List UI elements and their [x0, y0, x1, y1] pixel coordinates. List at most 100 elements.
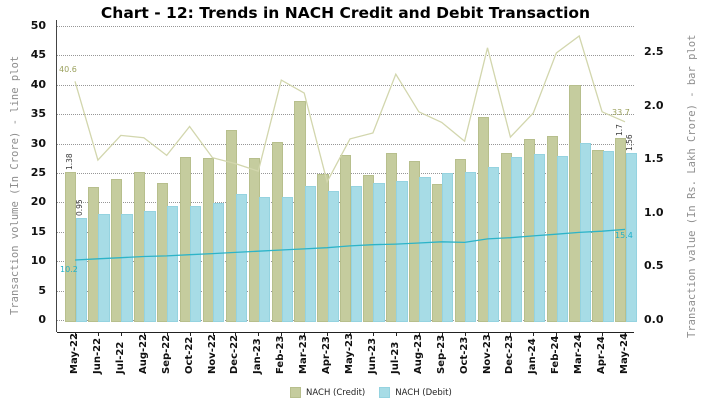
- x-tick-Nov-22: [212, 332, 214, 336]
- x-tick-May-22: [75, 332, 76, 336]
- x-tick-Jan-23: [258, 332, 260, 336]
- left-tick-20: 20: [30, 195, 46, 209]
- bar-debit-Jan-23: [258, 196, 271, 322]
- bar-debit-Dec-23: [510, 157, 523, 322]
- x-tick-May-24: [625, 332, 626, 336]
- x-tick-Jan-24: [533, 332, 535, 336]
- debit-swatch-icon: [379, 387, 391, 398]
- chart-title: Chart - 12: Trends in NACH Credit and De…: [100, 4, 591, 22]
- left-tick-15: 15: [30, 224, 46, 238]
- x-label-Jul-22: Jul-22: [114, 341, 126, 374]
- left-tick-40: 40: [30, 77, 46, 91]
- x-label-Mar-23: Mar-23: [298, 334, 310, 374]
- x-label-Nov-22: Nov-22: [206, 334, 218, 374]
- gridline-50: [57, 26, 634, 27]
- bar-debit-May-24: [625, 152, 637, 322]
- bar-debit-Sep-23: [442, 173, 454, 322]
- left-tick-35: 35: [30, 107, 46, 121]
- right-tick-1.0: 1.0: [644, 205, 664, 219]
- right-tick-2.0: 2.0: [644, 98, 664, 112]
- x-tick-Sep-23: [441, 332, 443, 336]
- bar-debit-Oct-23: [465, 172, 477, 322]
- right-axis-title: Transaction value (In Rs. Lakh Crore) - …: [686, 34, 698, 338]
- annotation-15.4: 15.4: [615, 231, 633, 241]
- x-tick-Apr-24: [602, 332, 604, 336]
- legend-item-debit: NACH (Debit): [379, 387, 452, 398]
- x-label-Aug-23: Aug-23: [412, 333, 424, 374]
- bar-debit-Feb-24: [556, 156, 569, 322]
- bar-debit-May-23: [350, 186, 362, 322]
- left-tick-10: 10: [30, 254, 46, 268]
- x-label-Sep-23: Sep-23: [435, 334, 447, 374]
- bar-debit-Nov-23: [488, 166, 500, 322]
- x-label-Jan-24: Jan-24: [527, 338, 539, 374]
- legend: NACH (Credit) NACH (Debit): [290, 387, 452, 398]
- x-label-Sep-22: Sep-22: [160, 334, 172, 374]
- x-axis-line: [57, 332, 634, 333]
- left-tick-25: 25: [30, 166, 46, 179]
- left-tick-5: 5: [38, 283, 46, 297]
- y-axis-spine: [56, 20, 57, 332]
- gridline-45: [57, 55, 634, 57]
- x-tick-Nov-23: [487, 332, 489, 336]
- bar-debit-Aug-22: [144, 210, 156, 322]
- x-tick-Aug-22: [143, 332, 145, 336]
- bar-debit-Oct-22: [190, 206, 202, 322]
- x-tick-Jul-22: [120, 332, 122, 336]
- x-label-Oct-23: Oct-23: [458, 336, 470, 374]
- left-tick-50: 50: [30, 19, 46, 32]
- x-label-Jun-22: Jun-22: [91, 337, 103, 374]
- x-tick-Apr-23: [327, 332, 329, 336]
- gridline-40: [57, 84, 634, 86]
- bar-debit-Jul-22: [121, 213, 133, 322]
- credit-swatch-icon: [290, 387, 301, 398]
- x-label-Aug-22: Aug-22: [137, 333, 149, 374]
- bar-debit-Jun-23: [373, 182, 385, 322]
- x-tick-Feb-23: [281, 332, 283, 336]
- right-tick-1.5: 1.5: [644, 152, 664, 166]
- bar-debit-Nov-22: [213, 203, 225, 322]
- right-tick-0.0: 0.0: [644, 313, 664, 326]
- x-tick-Jun-22: [97, 332, 99, 336]
- x-tick-Mar-23: [304, 332, 306, 336]
- bar-debit-May-22: [75, 218, 87, 322]
- x-label-Jul-23: Jul-23: [389, 341, 401, 374]
- x-label-Jan-23: Jan-23: [252, 338, 264, 374]
- x-label-Feb-24: Feb-24: [550, 335, 562, 374]
- bar-debit-Sep-22: [167, 206, 179, 322]
- bar-debit-Jan-24: [533, 153, 546, 322]
- left-tick-0: 0: [38, 313, 46, 326]
- x-tick-Dec-22: [235, 332, 237, 336]
- left-tick-45: 45: [30, 48, 46, 62]
- x-label-Feb-23: Feb-23: [275, 335, 287, 374]
- x-tick-May-23: [350, 332, 351, 336]
- x-tick-Aug-23: [418, 332, 420, 336]
- left-tick-30: 30: [30, 136, 46, 150]
- x-label-Dec-22: Dec-22: [229, 334, 241, 374]
- bar-debit-Dec-22: [235, 193, 248, 322]
- annotation-1.7: 1.7: [614, 123, 624, 136]
- annotation-1.56: 1.56: [625, 134, 635, 151]
- x-tick-Feb-24: [556, 332, 558, 336]
- x-label-May-23: May-23: [344, 333, 355, 374]
- x-label-Apr-24: Apr-24: [596, 336, 608, 374]
- annotation-1.38: 1.38: [64, 153, 74, 171]
- bar-debit-Apr-23: [327, 191, 339, 322]
- x-tick-Dec-23: [510, 332, 512, 336]
- x-tick-Jul-23: [395, 332, 397, 336]
- x-label-Apr-23: Apr-23: [321, 336, 333, 374]
- bar-debit-Feb-23: [281, 196, 294, 322]
- bar-debit-Jul-23: [396, 180, 408, 322]
- bar-debit-Aug-23: [419, 177, 431, 322]
- x-label-Nov-23: Nov-23: [481, 334, 493, 374]
- x-label-Dec-23: Dec-23: [504, 334, 516, 374]
- x-label-May-24: May-24: [619, 333, 630, 374]
- bar-debit-Jun-22: [98, 213, 110, 322]
- x-tick-Oct-22: [189, 332, 191, 336]
- annotation-40.6: 40.6: [59, 65, 77, 75]
- x-label-May-22: May-22: [69, 333, 80, 374]
- x-tick-Sep-22: [166, 332, 168, 336]
- right-tick-2.5: 2.5: [644, 45, 664, 58]
- x-label-Mar-24: Mar-24: [573, 334, 585, 374]
